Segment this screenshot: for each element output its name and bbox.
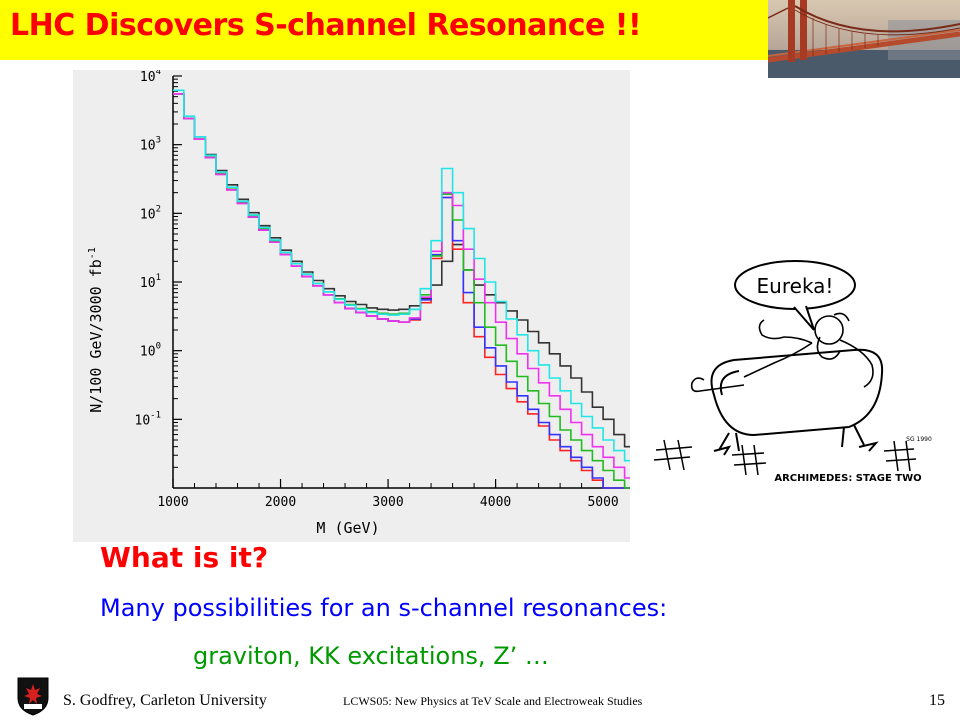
cartoon-signature: SG 1990: [906, 436, 932, 443]
title-bar: LHC Discovers S-channel Resonance !!: [0, 0, 780, 60]
x-tick-label: 2000: [265, 495, 296, 510]
x-tick-label: 5000: [587, 495, 618, 510]
y-tick-label: 102: [140, 204, 161, 222]
speech-text: Eureka!: [757, 274, 834, 298]
y-tick-label: 104: [140, 70, 161, 85]
histogram-svg: N/100 GeV/3000 fb-1 M (GeV) 104 103 102 101…: [87, 70, 630, 537]
footer-conference: LCWS05: New Physics at TeV Scale and Ele…: [343, 694, 643, 708]
histogram-series-6: [173, 89, 630, 462]
y-tick-label: 100: [140, 342, 161, 360]
x-axis-label: M (GeV): [316, 519, 379, 537]
footer-author: S. Godfrey, Carleton University: [63, 692, 267, 709]
carleton-logo-icon: [16, 676, 50, 716]
y-tick-label: 10-1: [135, 410, 162, 428]
page-number: 15: [929, 692, 945, 709]
floor-hatching: [653, 439, 917, 476]
slide-title: LHC Discovers S-channel Resonance !!: [10, 8, 642, 43]
x-tick-label: 3000: [372, 495, 403, 510]
bridge-photo: [768, 0, 960, 78]
archimedes-cartoon: Eureka! ARCHIMEDES: STAGE: [644, 255, 940, 490]
y-axis-label: N/100 GeV/3000 fb-1: [87, 247, 105, 413]
possibilities-line: Many possibilities for an s-channel reso…: [100, 594, 668, 622]
headline-question: What is it?: [100, 541, 269, 574]
histogram-series-2: [173, 93, 630, 489]
histogram-series-3: [173, 93, 630, 489]
archimedes-figure-icon: [690, 312, 874, 393]
examples-line: graviton, KK excitations, Z’ …: [193, 642, 549, 670]
bathtub-icon: [710, 348, 884, 456]
histogram-series-1: [173, 93, 630, 448]
cartoon-caption: ARCHIMEDES: STAGE TWO: [774, 473, 921, 484]
histogram-series-5: [173, 93, 630, 479]
y-tick-label: 103: [140, 136, 161, 154]
histogram-series-4: [173, 93, 630, 489]
y-tick-label: 101: [140, 273, 161, 291]
resonance-histogram: N/100 GeV/3000 fb-1 M (GeV) 104 103 102 101…: [73, 70, 630, 542]
x-tick-label: 1000: [157, 495, 188, 510]
x-tick-label: 4000: [480, 495, 511, 510]
